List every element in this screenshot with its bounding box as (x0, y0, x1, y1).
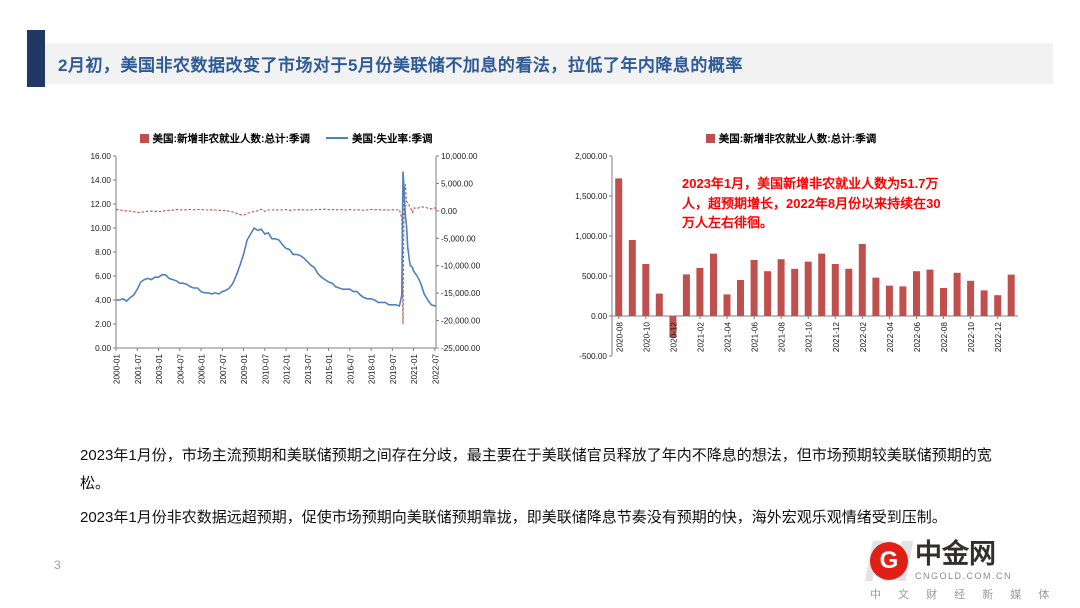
paragraph-2: 2023年1月份非农数据远超预期，促使市场预期向美联储预期靠拢，即美联储降息节奏… (80, 508, 947, 526)
svg-text:-500.00: -500.00 (579, 352, 607, 361)
title-accent-bar (27, 30, 45, 87)
svg-text:2021-12: 2021-12 (832, 322, 841, 352)
brand-logo: M G 中金网 CNGOLD.COM.CN 中 文 财 经 新 媒 体 (864, 533, 1066, 602)
svg-text:8.00: 8.00 (95, 248, 111, 257)
chart-annotation: 2023年1月，美国新增非农就业人数为51.7万人，超预期增长，2022年8月份… (682, 176, 941, 230)
svg-text:2021-02: 2021-02 (696, 322, 705, 352)
svg-text:2.00: 2.00 (95, 320, 111, 329)
svg-text:2012-01: 2012-01 (283, 354, 292, 384)
legend-label-unemployment: 美国:失业率:季调 (352, 132, 433, 145)
svg-text:2021-06: 2021-06 (751, 322, 760, 352)
line-chart-plot: 0.00 2.00 4.00 6.00 8.00 10.00 12.00 14.00 16.00… (70, 148, 502, 400)
svg-text:2022-02: 2022-02 (859, 322, 868, 352)
svg-text:2003-01: 2003-01 (155, 354, 164, 384)
svg-text:2021-01: 2021-01 (410, 354, 419, 384)
svg-text:2022-07: 2022-07 (431, 354, 440, 384)
chart-nonfarm-payrolls-bars: 美国:新增非农就业人数:总计:季调 -500.00 0.00 500.00 1,000… (556, 130, 1026, 406)
svg-text:-5,000.00: -5,000.00 (441, 234, 476, 243)
svg-text:2015-01: 2015-01 (325, 354, 334, 384)
brand-domain: CNGOLD.COM.CN (915, 571, 1013, 581)
svg-text:6.00: 6.00 (95, 272, 111, 281)
body-text: 2023年1月份，市场主流预期和美联储预期之间存在分歧，最主要在于美联储官员释放… (80, 442, 998, 537)
svg-text:2019-07: 2019-07 (389, 354, 398, 384)
svg-text:2022-04: 2022-04 (886, 322, 895, 352)
legend-label-payrolls-bars: 美国:新增非农就业人数:总计:季调 (718, 132, 877, 145)
svg-text:2016-07: 2016-07 (346, 354, 355, 384)
svg-text:12.00: 12.00 (91, 200, 112, 209)
svg-text:10,000.00: 10,000.00 (441, 152, 478, 161)
cngold-logo-icon: G (870, 542, 908, 580)
left-chart-legend: 美国:新增非农就业人数:总计:季调 美国:失业率:季调 (70, 130, 502, 146)
title-band: 2月初，美国非农数据改变了市场对于5月份美联储不加息的看法，拉低了年内降息的概率 (45, 43, 1053, 84)
svg-text:2022-06: 2022-06 (913, 322, 922, 352)
svg-text:1,500.00: 1,500.00 (575, 192, 607, 201)
legend-item-payrolls: 美国:新增非农就业人数:总计:季调 (139, 131, 311, 146)
svg-text:5,000.00: 5,000.00 (441, 179, 473, 188)
svg-text:2000-01: 2000-01 (113, 354, 122, 384)
svg-text:500.00: 500.00 (582, 272, 607, 281)
svg-text:2007-07: 2007-07 (219, 354, 228, 384)
svg-text:2018-01: 2018-01 (368, 354, 377, 384)
svg-text:2010-07: 2010-07 (261, 354, 270, 384)
paragraph-1: 2023年1月份，市场主流预期和美联储预期之间存在分歧，最主要在于美联储官员释放… (80, 447, 992, 492)
svg-text:2020-08: 2020-08 (615, 322, 624, 352)
svg-text:14.00: 14.00 (91, 176, 112, 185)
bar-legend-swatch-square (705, 133, 715, 143)
chart-payrolls-vs-unemployment: 美国:新增非农就业人数:总计:季调 美国:失业率:季调 0.00 2.00 4.00… (70, 130, 502, 400)
logo-letter: G (879, 547, 899, 574)
brand-row: G 中金网 CNGOLD.COM.CN (870, 541, 1066, 581)
svg-text:0.00: 0.00 (591, 312, 607, 321)
legend-item-unemployment: 美国:失业率:季调 (326, 131, 433, 146)
svg-text:2020-10: 2020-10 (642, 322, 651, 352)
svg-text:2020-12: 2020-12 (669, 322, 678, 352)
svg-text:2,000.00: 2,000.00 (575, 152, 607, 161)
page-number: 3 (54, 558, 61, 572)
svg-text:-20,000.00: -20,000.00 (441, 317, 481, 326)
svg-text:2021-08: 2021-08 (778, 322, 787, 352)
svg-text:2013-07: 2013-07 (304, 354, 313, 384)
page-title: 2月初，美国非农数据改变了市场对于5月份美联储不加息的看法，拉低了年内降息的概率 (58, 56, 743, 75)
svg-text:16.00: 16.00 (91, 152, 112, 161)
svg-text:4.00: 4.00 (95, 296, 111, 305)
svg-text:2001-07: 2001-07 (134, 354, 143, 384)
svg-text:10.00: 10.00 (91, 224, 112, 233)
legend-label-payrolls: 美国:新增非农就业人数:总计:季调 (152, 132, 311, 145)
svg-text:-10,000.00: -10,000.00 (441, 262, 481, 271)
svg-text:2006-01: 2006-01 (198, 354, 207, 384)
payrolls-swatch-square (139, 133, 149, 143)
svg-text:-25,000.00: -25,000.00 (441, 344, 481, 353)
svg-text:2021-04: 2021-04 (724, 322, 733, 352)
svg-text:2009-01: 2009-01 (240, 354, 249, 384)
svg-text:1,000.00: 1,000.00 (575, 232, 607, 241)
svg-text:2022-08: 2022-08 (940, 322, 949, 352)
legend-item-payrolls-bars: 美国:新增非农就业人数:总计:季调 (705, 131, 877, 146)
right-chart-legend: 美国:新增非农就业人数:总计:季调 (556, 130, 1026, 146)
svg-text:-15,000.00: -15,000.00 (441, 289, 481, 298)
svg-text:2021-10: 2021-10 (805, 322, 814, 352)
svg-text:0.00: 0.00 (95, 344, 111, 353)
svg-text:2004-07: 2004-07 (176, 354, 185, 384)
svg-text:2022-12: 2022-12 (994, 322, 1003, 352)
brand-text-block: 中金网 CNGOLD.COM.CN (915, 539, 1013, 582)
brand-name: 中金网 (915, 539, 996, 569)
svg-text:0.00: 0.00 (441, 207, 457, 216)
brand-tagline: 中 文 财 经 新 媒 体 (870, 589, 1057, 601)
bar-chart-plot: -500.00 0.00 500.00 1,000.00 1,500.00 2,000.0… (556, 148, 1026, 406)
svg-text:2022-10: 2022-10 (967, 322, 976, 352)
unemployment-swatch-line (326, 137, 348, 139)
